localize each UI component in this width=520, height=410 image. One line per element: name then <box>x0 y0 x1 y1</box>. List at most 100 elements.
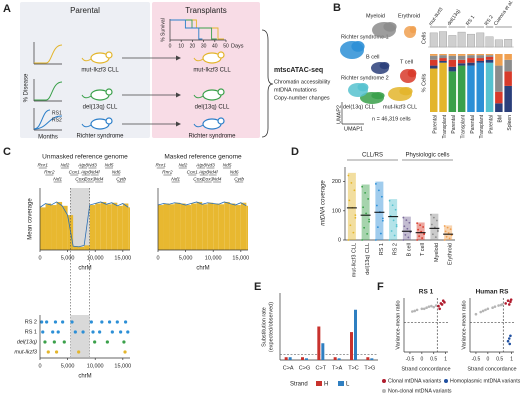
variant-point <box>509 334 512 338</box>
coverage-range <box>375 181 384 240</box>
label: RS2 <box>52 117 62 123</box>
disease-curve <box>33 115 63 130</box>
label: Richter syndrome <box>188 134 236 140</box>
legend-label: Homoplasmic mtDNA variants <box>450 378 520 384</box>
cluster-label: B cell <box>366 54 379 60</box>
coverage-bin <box>158 205 164 250</box>
mouse-icon <box>81 123 92 128</box>
coverage-bin <box>100 201 107 250</box>
tick-label: 0 <box>156 255 159 261</box>
variant-dot <box>45 320 49 324</box>
mouse-icon <box>193 94 204 99</box>
coverage-bin <box>111 202 118 250</box>
label: Strand concordance <box>467 366 516 372</box>
variant-point <box>507 303 511 306</box>
tick-label: 20 <box>190 43 196 49</box>
coverage-dot <box>381 219 384 222</box>
coverage-dot <box>406 227 409 230</box>
legend-label: L <box>346 382 350 388</box>
cells-bar <box>439 31 447 48</box>
label: UMAP1 <box>344 126 363 132</box>
coverage-dot <box>429 239 432 241</box>
panel-label: F <box>377 281 384 293</box>
coverage-bin <box>117 205 123 250</box>
coverage-bin <box>174 202 181 250</box>
mouse-icon <box>105 88 113 96</box>
coverage-bin <box>180 203 186 250</box>
rate-bar <box>317 326 321 360</box>
tick-label: 40 <box>212 43 218 49</box>
coverage-dot <box>429 213 432 216</box>
coverage-dot <box>432 216 435 219</box>
x-tick-label: T>G <box>364 365 375 371</box>
brace <box>261 29 274 138</box>
label: % Disease <box>24 73 30 102</box>
x-tick-label: RS 2 <box>393 243 399 255</box>
sample-label: BM <box>498 115 504 123</box>
cells-bar <box>467 33 475 48</box>
coverage-dot <box>448 237 451 240</box>
coverage-bin <box>207 202 214 250</box>
gene-label: Cytb <box>116 176 126 182</box>
label: Strand <box>290 382 308 388</box>
variant-point <box>491 306 494 310</box>
variant-dot <box>100 320 104 324</box>
x-tick-label: T cell <box>420 243 426 256</box>
variant-point <box>479 310 483 314</box>
gene-label: Rnr1 <box>156 162 167 168</box>
pct-bar-segment <box>495 54 503 66</box>
variant-point <box>415 308 419 312</box>
pct-bar-segment <box>476 60 484 63</box>
variant-point <box>493 305 497 308</box>
sample-label: Parental <box>433 115 439 134</box>
coverage-bin <box>84 245 90 250</box>
pct-bar-segment <box>495 91 503 104</box>
coverage-bin <box>56 201 63 250</box>
variant-point <box>434 304 438 307</box>
label: Substitution rate <box>261 307 267 347</box>
coverage-dot <box>447 232 450 234</box>
row-label: mut-Ikzf3 <box>14 349 38 355</box>
variant-point <box>508 342 512 346</box>
legend-label: H <box>324 382 328 388</box>
subplot-title: RS 1 <box>419 289 434 296</box>
gene-label: Nd6 <box>230 169 239 175</box>
tick-label: 0 <box>169 43 172 49</box>
tick-label: 100 <box>332 208 341 214</box>
coverage-bin <box>213 203 219 250</box>
x-tick-label: C>T <box>316 365 327 371</box>
variant-dot <box>93 340 97 344</box>
variant-dot <box>73 330 77 334</box>
tick-label: -0.5 <box>406 356 415 362</box>
tick-label: 0.5 <box>430 356 437 362</box>
coverage-bin <box>191 203 197 250</box>
rate-bar <box>301 357 304 360</box>
x-tick-label: C>A <box>283 365 294 371</box>
tick-label: 50 <box>223 43 229 49</box>
legend-marker <box>444 379 448 383</box>
variant-point <box>504 302 507 305</box>
pct-bar-segment <box>457 54 466 56</box>
gene-label: Nd1 <box>53 176 62 182</box>
coverage-dot <box>431 233 434 236</box>
cells-bar <box>457 31 466 48</box>
coverage-line <box>157 201 247 207</box>
pct-bar-segment <box>476 54 484 56</box>
mouse-icon <box>193 57 204 62</box>
variant-point <box>509 300 512 304</box>
pct-bar-segment <box>485 62 494 112</box>
coverage-dot <box>381 217 384 220</box>
x-tick-label: Myeloid <box>434 243 440 262</box>
label: Physiologic cells <box>405 153 449 159</box>
coverage-dot <box>365 212 368 215</box>
pct-bar-segment <box>439 60 447 63</box>
coverage-dot <box>395 223 398 226</box>
label: RS1 <box>52 110 62 116</box>
gene-label: Nd1 <box>171 176 180 182</box>
parental-box <box>20 2 150 138</box>
label: mtDNA coverage <box>321 180 327 226</box>
mouse-icon <box>217 88 225 96</box>
mouse-icon <box>81 94 92 99</box>
coverage-dot <box>434 236 437 239</box>
pct-bar-segment <box>430 54 438 56</box>
